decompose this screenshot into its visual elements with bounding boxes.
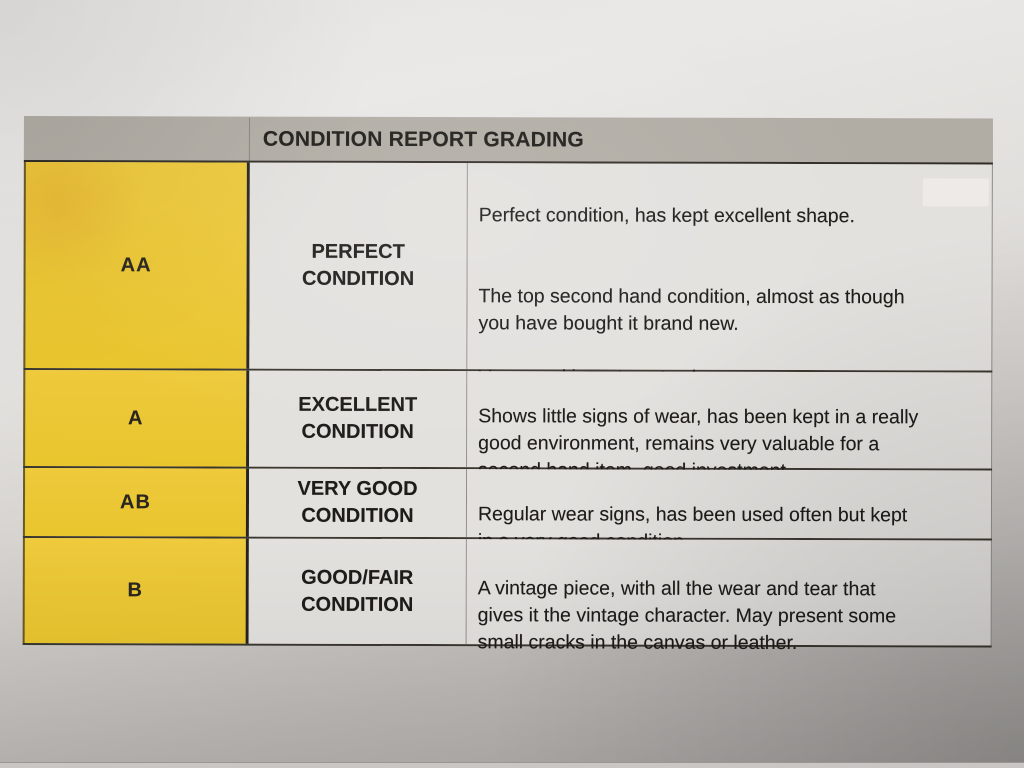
description-cell: Perfect condition, has kept excellent sh… <box>467 163 993 389</box>
description-text: A vintage piece, with all the wear and t… <box>477 577 897 655</box>
description-text: Perfect condition, has kept excellent sh… <box>478 204 905 389</box>
table-header-row: CONDITION REPORT GRADING <box>23 117 993 165</box>
table-title: CONDITION REPORT GRADING <box>262 127 584 152</box>
grade-cell: AB <box>22 467 250 537</box>
table-row: B GOOD/FAIR CONDITION A vintage piece, w… <box>22 537 992 654</box>
condition-cell: PERFECT CONDITION <box>249 162 468 370</box>
condition-cell: GOOD/FAIR CONDITION <box>248 538 467 645</box>
table-row: AB VERY GOOD CONDITION Regular wear sign… <box>22 467 993 553</box>
whiteout-patch <box>922 178 989 207</box>
grade-cell: B <box>22 537 249 644</box>
header-spacer-cell <box>23 117 250 161</box>
description-cell: Regular wear signs, has been used often … <box>466 469 993 553</box>
condition-cell: VERY GOOD CONDITION <box>248 468 468 538</box>
photo-bottom-edge <box>0 762 1024 768</box>
condition-cell: EXCELLENT CONDITION <box>249 370 468 468</box>
table-row: AA PERFECT CONDITION Perfect condition, … <box>23 161 993 389</box>
table-row: A EXCELLENT CONDITION Shows little signs… <box>23 369 993 482</box>
description-cell: Shows little signs of wear, has been kep… <box>467 371 993 482</box>
grade-cell: AA <box>23 161 250 369</box>
grade-cell: A <box>23 369 250 467</box>
condition-grading-table: CONDITION REPORT GRADING AA PERFECT COND… <box>22 117 993 654</box>
description-cell: A vintage piece, with all the wear and t… <box>466 539 992 654</box>
